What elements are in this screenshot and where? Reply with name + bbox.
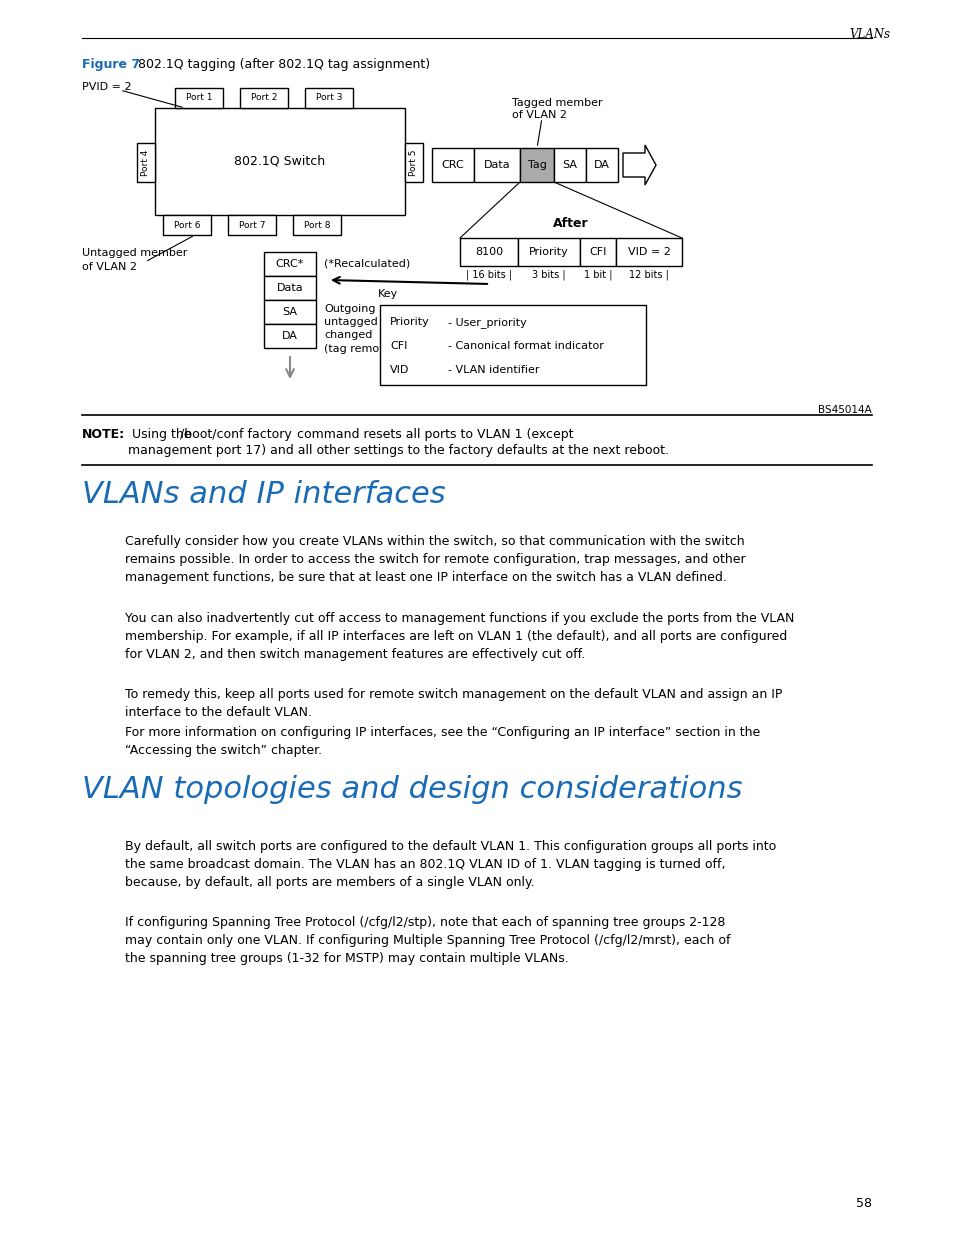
Text: Port 5: Port 5	[409, 149, 418, 175]
Text: Key: Key	[377, 289, 397, 299]
Text: To remedy this, keep all ports used for remote switch management on the default : To remedy this, keep all ports used for …	[125, 688, 781, 719]
Text: /boot/conf factory: /boot/conf factory	[180, 429, 292, 441]
Text: VLANs: VLANs	[848, 28, 889, 41]
Text: VID: VID	[390, 366, 409, 375]
Bar	[579, 238, 616, 266]
Bar	[432, 148, 474, 182]
Text: Port 3: Port 3	[315, 94, 342, 103]
Bar	[405, 143, 422, 182]
Bar	[163, 215, 211, 235]
Text: Untagged member: Untagged member	[82, 248, 187, 258]
Text: - VLAN identifier: - VLAN identifier	[448, 366, 539, 375]
Bar	[459, 238, 517, 266]
Text: VLAN topologies and design considerations: VLAN topologies and design consideration…	[82, 776, 741, 804]
Text: DA: DA	[282, 331, 297, 341]
Text: Port 7: Port 7	[238, 221, 265, 230]
Bar	[616, 238, 681, 266]
Text: If configuring Spanning Tree Protocol (/cfg/l2/stp), note that each of spanning : If configuring Spanning Tree Protocol (/…	[125, 916, 730, 965]
Text: 3 bits |: 3 bits |	[532, 270, 565, 280]
Bar	[474, 148, 519, 182]
Text: CRC: CRC	[441, 161, 464, 170]
Bar	[517, 238, 579, 266]
Text: SA: SA	[562, 161, 577, 170]
Text: VID = 2: VID = 2	[627, 247, 670, 257]
Text: Port 8: Port 8	[303, 221, 330, 230]
Text: SA: SA	[282, 308, 297, 317]
Text: Priority: Priority	[529, 247, 568, 257]
Text: BS45014A: BS45014A	[818, 405, 871, 415]
Text: DA: DA	[594, 161, 609, 170]
Text: Port 6: Port 6	[173, 221, 200, 230]
Text: 12 bits |: 12 bits |	[628, 270, 668, 280]
Text: Data: Data	[483, 161, 510, 170]
Text: 58: 58	[855, 1197, 871, 1210]
Text: 802.1Q Switch: 802.1Q Switch	[234, 156, 325, 168]
Bar	[137, 143, 154, 182]
Text: PVID = 2: PVID = 2	[82, 82, 132, 91]
Text: of VLAN 2: of VLAN 2	[512, 110, 566, 120]
Bar	[240, 88, 288, 107]
Bar	[305, 88, 353, 107]
Text: | 16 bits |: | 16 bits |	[465, 270, 512, 280]
Bar	[264, 275, 315, 300]
Text: Tag: Tag	[527, 161, 546, 170]
Text: CFI: CFI	[390, 341, 407, 351]
Text: By default, all switch ports are configured to the default VLAN 1. This configur: By default, all switch ports are configu…	[125, 840, 776, 889]
Text: Outgoing
untagged packet
changed
(tag removed): Outgoing untagged packet changed (tag re…	[324, 304, 418, 353]
Bar	[154, 107, 405, 215]
Bar	[379, 305, 645, 385]
Text: Port 2: Port 2	[251, 94, 277, 103]
Bar	[228, 215, 275, 235]
Text: Figure 7: Figure 7	[82, 58, 140, 70]
Text: (*Recalculated): (*Recalculated)	[324, 259, 410, 269]
Text: Carefully consider how you create VLANs within the switch, so that communication: Carefully consider how you create VLANs …	[125, 535, 745, 584]
Text: Using the: Using the	[128, 429, 195, 441]
Text: After: After	[553, 217, 588, 230]
Text: 1 bit |: 1 bit |	[583, 270, 612, 280]
Bar	[519, 148, 554, 182]
Text: 802.1Q tagging (after 802.1Q tag assignment): 802.1Q tagging (after 802.1Q tag assignm…	[133, 58, 430, 70]
Text: You can also inadvertently cut off access to management functions if you exclude: You can also inadvertently cut off acces…	[125, 613, 794, 661]
Text: - User_priority: - User_priority	[448, 317, 526, 329]
Bar	[585, 148, 618, 182]
Text: 8100: 8100	[475, 247, 502, 257]
Text: Port 4: Port 4	[141, 149, 151, 175]
Text: Data: Data	[276, 283, 303, 293]
Text: CFI: CFI	[589, 247, 606, 257]
Bar	[264, 300, 315, 324]
Bar	[293, 215, 340, 235]
Text: - Canonical format indicator: - Canonical format indicator	[448, 341, 603, 351]
Text: Tagged member: Tagged member	[512, 98, 602, 107]
Bar	[554, 148, 585, 182]
Text: of VLAN 2: of VLAN 2	[82, 262, 137, 272]
Polygon shape	[622, 144, 656, 185]
Bar	[264, 252, 315, 275]
Text: Port 1: Port 1	[186, 94, 212, 103]
Text: command resets all ports to VLAN 1 (except: command resets all ports to VLAN 1 (exce…	[293, 429, 573, 441]
Text: VLANs and IP interfaces: VLANs and IP interfaces	[82, 480, 445, 509]
Text: For more information on configuring IP interfaces, see the “Configuring an IP in: For more information on configuring IP i…	[125, 726, 760, 757]
Text: Priority: Priority	[390, 317, 429, 327]
Bar	[264, 324, 315, 348]
Text: management port 17) and all other settings to the factory defaults at the next r: management port 17) and all other settin…	[128, 445, 668, 457]
Bar	[174, 88, 223, 107]
Text: CRC*: CRC*	[275, 259, 304, 269]
Text: NOTE:: NOTE:	[82, 429, 125, 441]
